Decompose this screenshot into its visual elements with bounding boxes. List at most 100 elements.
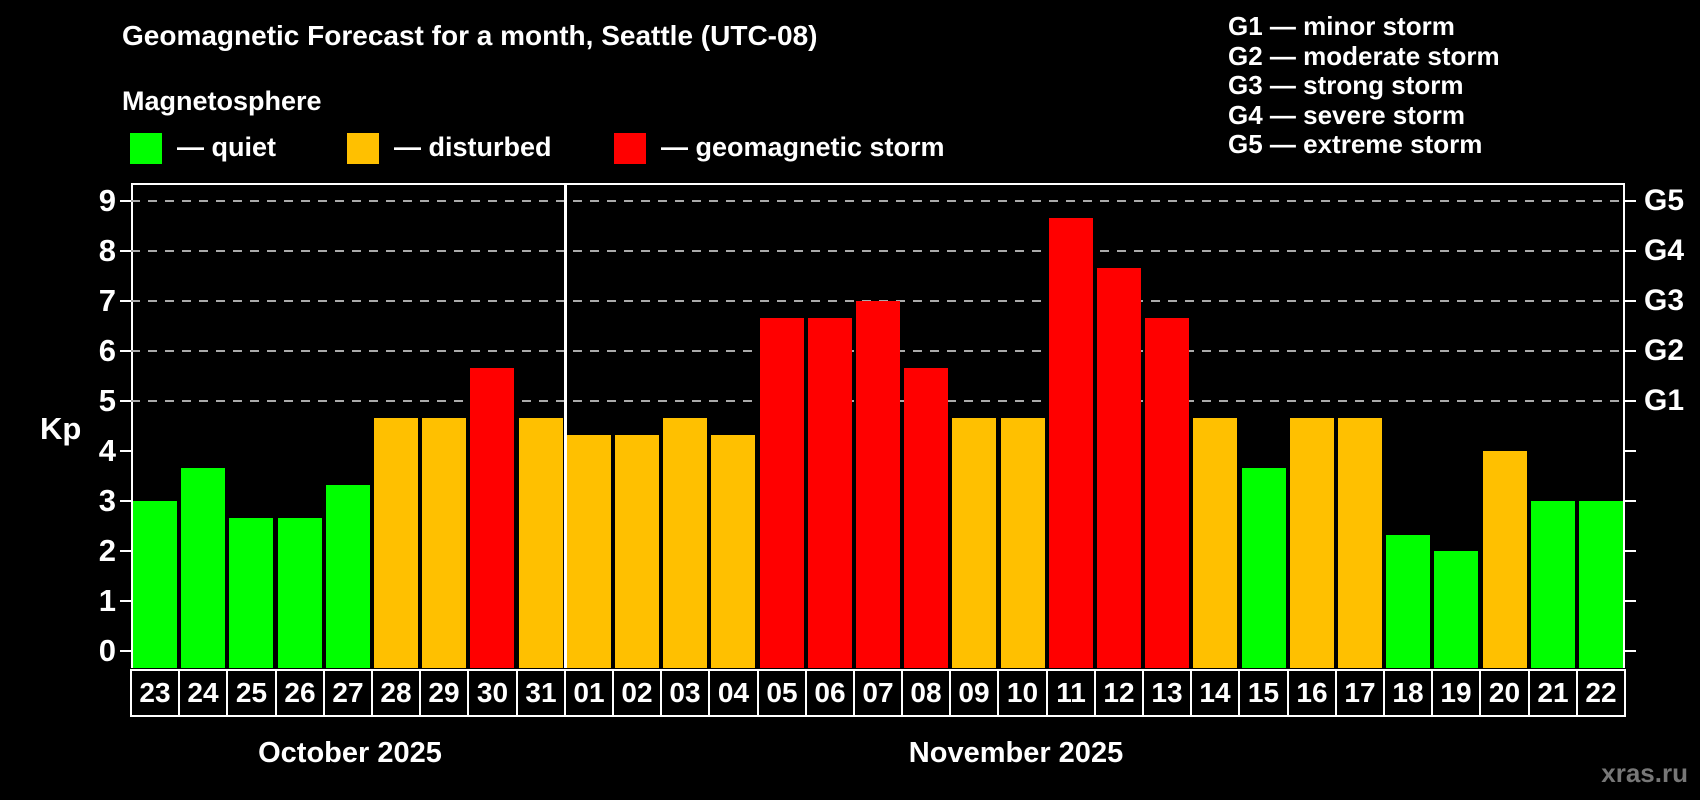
day-cell-03: 03	[660, 669, 710, 717]
page-title: Geomagnetic Forecast for a month, Seattl…	[122, 20, 818, 51]
day-cell-26: 26	[275, 669, 325, 717]
kp-bar-day-05	[759, 317, 804, 668]
day-cell-28: 28	[371, 669, 421, 717]
y-tick-left-7	[120, 300, 131, 302]
kp-bar-day-20	[1482, 451, 1527, 668]
day-cell-13: 13	[1142, 669, 1192, 717]
day-cell-12: 12	[1094, 669, 1144, 717]
day-cell-27: 27	[323, 669, 373, 717]
y-tick-right-6	[1625, 350, 1636, 352]
kp-bar-day-24	[181, 467, 226, 668]
y-tick-left-6	[120, 350, 131, 352]
top-spine	[131, 183, 1625, 185]
g-scale-label-g3: G3	[1644, 284, 1685, 317]
legend-label-storm: — geomagnetic storm	[661, 132, 945, 162]
y-tick-label-8: 8	[98, 233, 116, 268]
day-cell-05: 05	[757, 669, 807, 717]
kp-bar-day-30	[470, 367, 515, 668]
day-cell-30: 30	[467, 669, 518, 717]
day-cell-01: 01	[564, 669, 614, 717]
y-tick-label-1: 1	[98, 583, 116, 618]
kp-bar-day-03	[663, 417, 708, 668]
day-cell-11: 11	[1046, 669, 1096, 717]
kp-bar-day-25	[229, 517, 274, 668]
kp-bar-day-16	[1289, 417, 1334, 668]
day-cell-25: 25	[226, 669, 277, 717]
y-tick-right-4	[1625, 450, 1636, 452]
kp-bar-day-11	[1048, 217, 1093, 668]
y-tick-left-0	[120, 650, 131, 652]
day-axis-row: 23 24 25 26 27 28 29 30 31 01 02 03 04 05 06 07 08 09 10 11…	[130, 669, 1626, 717]
y-tick-right-0	[1625, 650, 1636, 652]
day-cell-15: 15	[1238, 669, 1289, 717]
y-tick-label-7: 7	[98, 283, 116, 318]
quiet-color-swatch	[130, 133, 162, 164]
storm-scale-legend: G1 — minor storm G2 — moderate storm G3 — …	[1228, 11, 1500, 160]
kp-bar-day-23	[133, 501, 178, 668]
day-cell-02: 02	[612, 669, 662, 717]
kp-bar-day-19	[1434, 551, 1479, 668]
y-tick-right-1	[1625, 600, 1636, 602]
storm-scale-legend-line-5: G5 — extreme storm	[1228, 129, 1483, 159]
kp-bar-day-12	[1096, 267, 1141, 668]
storm-scale-legend-line-1: G1 — minor storm	[1228, 11, 1455, 41]
left-spine	[131, 183, 133, 668]
day-cell-24: 24	[178, 669, 228, 717]
day-cell-21: 21	[1528, 669, 1578, 717]
kp-bar-day-21	[1530, 501, 1575, 668]
month-label-november: November 2025	[908, 737, 1124, 769]
watermark-xras: xras.ru	[1601, 758, 1688, 788]
day-cell-16: 16	[1287, 669, 1337, 717]
kp-bar-day-27	[325, 484, 370, 668]
g-scale-label-g4: G4	[1644, 234, 1685, 267]
day-cell-18: 18	[1383, 669, 1433, 717]
kp-bar-day-10	[1000, 417, 1045, 668]
kp-bar-day-06	[807, 317, 852, 668]
legend-label-quiet: — quiet	[177, 132, 276, 162]
kp-bar-day-15	[1241, 467, 1286, 668]
storm-scale-legend-line-2: G2 — moderate storm	[1228, 40, 1500, 71]
day-cell-04: 04	[708, 669, 759, 717]
y-tick-left-2	[120, 550, 131, 552]
month-separator-line	[564, 183, 567, 668]
kp-bar-day-09	[952, 417, 997, 668]
y-tick-right-8	[1625, 250, 1636, 252]
gridline-kp-8	[131, 250, 1625, 252]
month-label-october: October 2025	[258, 737, 442, 769]
kp-bar-day-14	[1193, 417, 1238, 668]
day-cell-29: 29	[419, 669, 469, 717]
y-tick-left-4	[120, 450, 131, 452]
day-cell-07: 07	[853, 669, 903, 717]
g-scale-label-g1: G1	[1644, 384, 1685, 417]
kp-bar-day-13	[1145, 317, 1190, 668]
legend-label-disturbed: — disturbed	[394, 132, 552, 162]
y-tick-left-3	[120, 500, 131, 502]
kp-bar-day-08	[904, 367, 949, 668]
day-cell-17: 17	[1335, 669, 1385, 717]
y-axis-title-kp: Kp	[40, 411, 82, 446]
kp-bar-day-01	[566, 434, 611, 668]
right-spine	[1623, 183, 1625, 668]
kp-bar-day-18	[1386, 534, 1431, 668]
kp-bar-day-07	[856, 301, 900, 668]
y-tick-right-3	[1625, 500, 1636, 502]
day-cell-22: 22	[1576, 669, 1626, 717]
y-tick-label-0: 0	[98, 633, 116, 668]
plot-area	[131, 183, 1625, 668]
kp-bar-day-28	[374, 417, 419, 668]
y-tick-label-9: 9	[98, 183, 116, 218]
y-tick-label-2: 2	[98, 533, 116, 568]
day-cell-20: 20	[1479, 669, 1530, 717]
y-tick-left-5	[120, 400, 131, 402]
storm-scale-legend-line-4: G4 — severe storm	[1228, 99, 1466, 130]
y-tick-right-2	[1625, 550, 1636, 552]
g-scale-label-g2: G2	[1644, 334, 1685, 367]
kp-bar-day-22	[1578, 501, 1623, 668]
y-tick-right-9	[1625, 200, 1636, 202]
day-cell-23: 23	[130, 669, 180, 717]
day-cell-09: 09	[949, 669, 999, 717]
storm-color-swatch	[614, 133, 646, 164]
kp-bar-day-04	[711, 434, 756, 668]
day-cell-19: 19	[1431, 669, 1481, 717]
kp-bar-day-29	[422, 417, 467, 668]
